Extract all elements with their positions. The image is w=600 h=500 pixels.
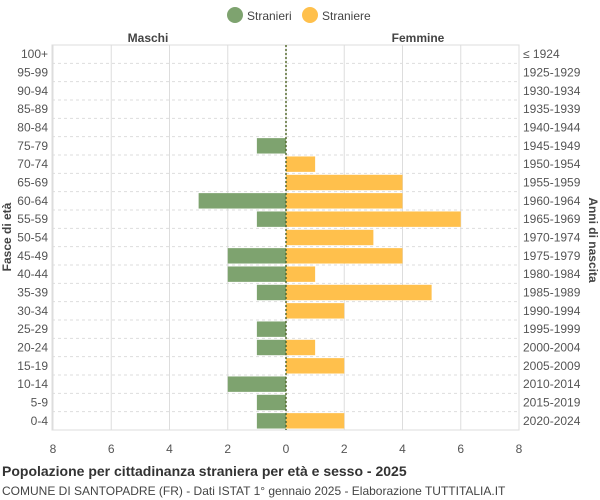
bar-female — [286, 284, 432, 301]
age-group-label: 20-24 — [17, 341, 48, 355]
chart-title: Popolazione per cittadinanza straniera p… — [2, 463, 407, 479]
bar-male — [256, 339, 286, 356]
bar-male — [198, 193, 286, 209]
birth-year-label: 1935-1939 — [523, 102, 581, 116]
birth-year-label: 1940-1944 — [523, 121, 581, 135]
bar-male — [256, 394, 286, 411]
birth-year-label: 1945-1949 — [523, 139, 581, 153]
age-group-label: 50-54 — [17, 231, 48, 245]
age-group-label: 70-74 — [17, 157, 48, 171]
birth-year-label: 1955-1959 — [523, 176, 581, 190]
bar-male — [256, 321, 286, 337]
bar-female — [286, 413, 345, 429]
bar-female — [286, 229, 374, 246]
birth-year-label: 1995-1999 — [523, 322, 581, 336]
x-tick-label: 0 — [283, 442, 290, 456]
age-group-label: 30-34 — [17, 304, 48, 318]
birth-year-label: 1960-1964 — [523, 194, 581, 208]
x-tick-label: 2 — [341, 442, 348, 456]
left-header: Maschi — [128, 31, 169, 45]
bar-male — [256, 284, 286, 301]
legend-swatch-stranieri — [227, 7, 243, 23]
legend-label-stranieri: Stranieri — [247, 9, 292, 23]
bar-female — [286, 303, 345, 319]
bar-male — [256, 413, 286, 429]
birth-year-label: 2015-2019 — [523, 396, 581, 410]
age-group-label: 25-29 — [17, 322, 48, 336]
birth-year-label: 2010-2014 — [523, 377, 581, 391]
chart-subtitle: COMUNE DI SANTOPADRE (FR) - Dati ISTAT 1… — [2, 484, 506, 498]
birth-year-label: 1990-1994 — [523, 304, 581, 318]
age-group-label: 10-14 — [17, 377, 48, 391]
birth-year-label: 1985-1989 — [523, 286, 581, 300]
x-tick-label: 6 — [457, 442, 464, 456]
age-group-label: 35-39 — [17, 286, 48, 300]
age-group-label: 80-84 — [17, 121, 48, 135]
x-tick-label: 8 — [516, 442, 523, 456]
bar-female — [286, 248, 403, 264]
birth-year-label: 2005-2009 — [523, 359, 581, 373]
x-tick-label: 4 — [399, 442, 406, 456]
bar-female — [286, 211, 461, 227]
birth-year-label: 2020-2024 — [523, 414, 581, 428]
bar-female — [286, 266, 316, 282]
bar-female — [286, 193, 403, 209]
x-tick-label: 8 — [50, 442, 57, 456]
bar-female — [286, 174, 403, 191]
age-group-label: 95-99 — [17, 66, 48, 80]
y-axis-label-right: Anni di nascita — [586, 197, 600, 283]
age-group-label: 90-94 — [17, 84, 48, 98]
birth-year-label: 2000-2004 — [523, 341, 581, 355]
birth-year-label: 1925-1929 — [523, 66, 581, 80]
age-group-label: 15-19 — [17, 359, 48, 373]
age-group-label: 85-89 — [17, 102, 48, 116]
bar-male — [227, 376, 286, 392]
legend-swatch-straniere — [302, 7, 318, 23]
population-pyramid-chart: 8 6 4 2 0 2 4 6 8 100+ ≤ 1924 95-99 1925-1929 90-94 19… — [0, 7, 600, 456]
right-header: Femmine — [392, 31, 445, 45]
age-group-label: 0-4 — [31, 414, 49, 428]
age-group-label: 100+ — [21, 47, 48, 61]
x-tick-label: 6 — [108, 442, 115, 456]
age-group-label: 45-49 — [17, 249, 48, 263]
bar-male — [227, 266, 286, 282]
bar-male — [256, 211, 286, 227]
bar-female — [286, 358, 345, 374]
birth-year-label: 1930-1934 — [523, 84, 581, 98]
age-group-label: 5-9 — [31, 396, 49, 410]
birth-year-label: 1965-1969 — [523, 212, 581, 226]
birth-year-label: ≤ 1924 — [523, 47, 560, 61]
age-group-label: 40-44 — [17, 267, 48, 281]
age-group-label: 55-59 — [17, 212, 48, 226]
age-group-label: 65-69 — [17, 176, 48, 190]
age-group-label: 75-79 — [17, 139, 48, 153]
birth-year-label: 1975-1979 — [523, 249, 581, 263]
birth-year-label: 1950-1954 — [523, 157, 581, 171]
birth-year-label: 1970-1974 — [523, 231, 581, 245]
birth-year-label: 1980-1984 — [523, 267, 581, 281]
y-axis-label-left: Fasce di età — [0, 202, 14, 271]
bar-female — [286, 156, 316, 172]
legend-label-straniere: Straniere — [322, 9, 371, 23]
bar-male — [256, 138, 286, 154]
bar-male — [227, 248, 286, 264]
x-tick-label: 2 — [224, 442, 231, 456]
x-tick-label: 4 — [166, 442, 173, 456]
bar-female — [286, 339, 316, 356]
age-group-label: 60-64 — [17, 194, 48, 208]
